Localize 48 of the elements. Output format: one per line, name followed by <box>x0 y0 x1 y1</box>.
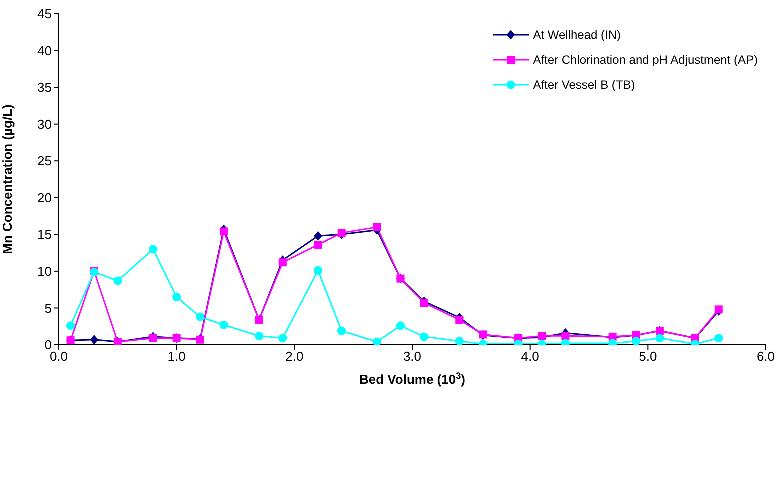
point <box>255 332 264 340</box>
x-tick-label: 0.0 <box>50 349 68 364</box>
legend-label: After Vessel B (TB) <box>533 78 636 92</box>
x-axis-title: Bed Volume (10$^{3}$) <box>360 371 466 387</box>
y-tick-label: 25 <box>38 154 52 169</box>
y-tick-label: 15 <box>38 227 52 242</box>
x-tick-label: 2.0 <box>286 349 304 364</box>
x-tick-label: 4.0 <box>521 349 540 364</box>
legend-label: After Chlorination and pH Adjustment (AP) <box>533 52 758 66</box>
point <box>314 232 322 241</box>
point <box>90 335 98 344</box>
point <box>632 337 641 345</box>
y-tick-label: 10 <box>38 264 52 279</box>
y-axis-title: Mn Concentration (µg/L) <box>0 104 15 254</box>
x-tick-label: 1.0 <box>168 349 186 364</box>
point <box>196 312 205 322</box>
point <box>148 245 158 254</box>
point <box>456 316 464 324</box>
point <box>66 322 76 330</box>
point <box>396 322 406 330</box>
y-tick-label: 45 <box>38 6 52 22</box>
y-tick-label: 0 <box>44 338 52 353</box>
x-tick-label: 3.0 <box>403 349 422 364</box>
point <box>278 258 287 267</box>
y-tick-label: 30 <box>38 116 52 132</box>
x-tick-label: 5.0 <box>639 349 658 364</box>
point <box>562 332 570 340</box>
point <box>420 332 429 342</box>
y-tick-label: 40 <box>38 43 52 58</box>
point <box>314 240 322 249</box>
y-tick-label: 35 <box>38 80 52 96</box>
legend-label: At Wellhead (IN) <box>533 28 622 42</box>
point <box>656 334 664 343</box>
point <box>220 228 228 236</box>
point <box>455 337 464 345</box>
point <box>372 338 382 345</box>
point <box>172 292 182 302</box>
point <box>373 223 382 232</box>
y-tick-label: 5 <box>44 300 52 316</box>
x-tick-label: 6.0 <box>756 349 776 364</box>
point <box>314 266 323 276</box>
point <box>338 326 346 336</box>
y-tick-label: 20 <box>38 190 52 206</box>
point <box>420 299 428 308</box>
point <box>220 320 228 330</box>
point <box>714 334 724 343</box>
point <box>278 334 288 343</box>
point <box>114 276 122 286</box>
